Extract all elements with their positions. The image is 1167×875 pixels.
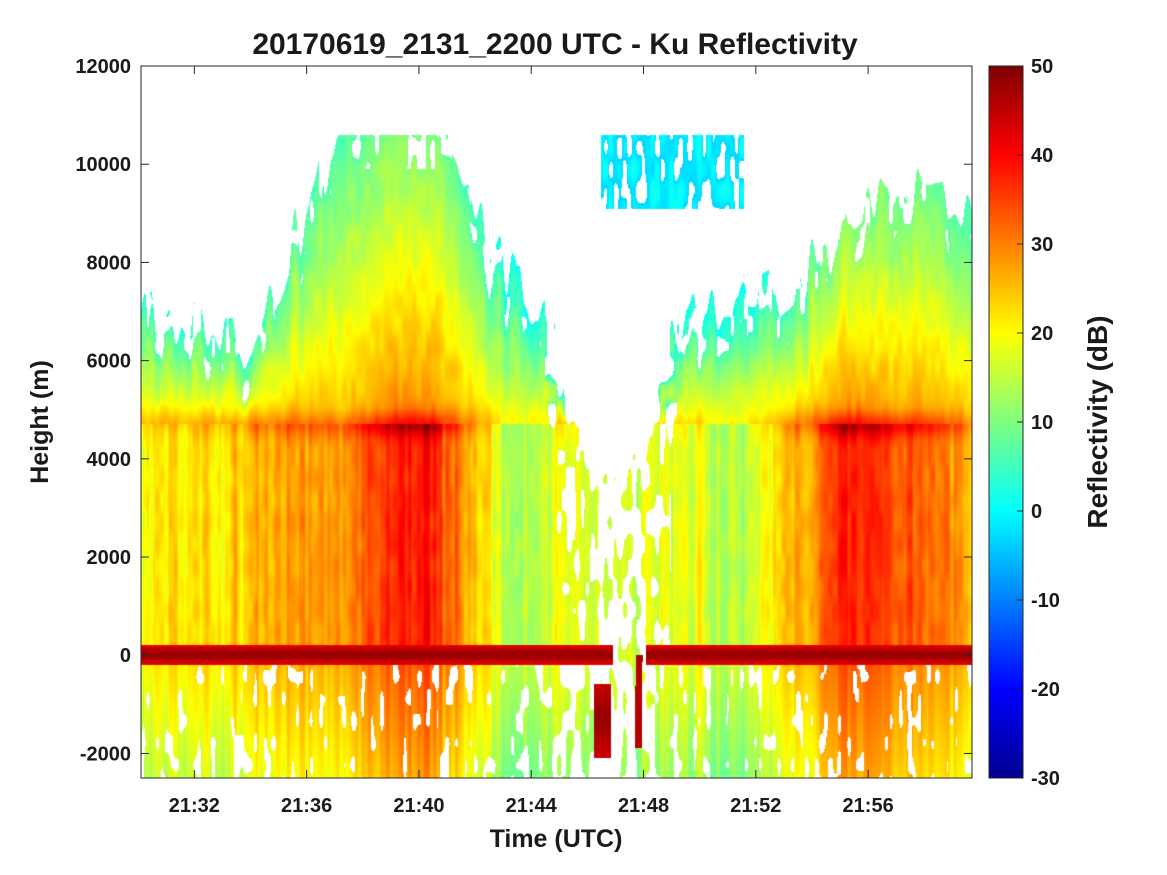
- x-tick-label: 21:36: [281, 795, 332, 817]
- y-tick-label: 8000: [87, 252, 132, 274]
- x-tick-label: 21:56: [843, 795, 894, 817]
- colorbar-tick-label: 40: [1031, 145, 1053, 167]
- colorbar-tick-label: 0: [1031, 501, 1042, 523]
- colorbar-tick-label: 50: [1031, 56, 1053, 78]
- y-axis: 12000 10000 8000 6000 4000 2000 0 -2000: [75, 56, 972, 765]
- y-tick-label: 12000: [75, 56, 131, 78]
- y-tick-label: 4000: [87, 449, 132, 471]
- y-tick-label: -2000: [80, 743, 131, 765]
- x-axis-label: Time (UTC): [490, 825, 623, 853]
- plot-area: [141, 66, 972, 778]
- colorbar-tick-label: 30: [1031, 234, 1053, 256]
- colorbar-axis: 50 40 30 20 10 0 -10 -20 -30: [1017, 56, 1060, 790]
- y-tick-label: 6000: [87, 351, 132, 373]
- y-tick-label: 2000: [87, 547, 132, 569]
- x-tick-label: 21:44: [506, 795, 558, 817]
- y-tick-label: 0: [120, 645, 131, 667]
- chart-title: 20170619_2131_2200 UTC - Ku Reflectivity: [252, 28, 858, 61]
- colorbar-label: Reflectivity (dB): [1082, 315, 1113, 528]
- colorbar-tick-label: -20: [1031, 679, 1060, 701]
- x-tick-label: 21:48: [618, 795, 669, 817]
- plot-frame: [140, 65, 973, 779]
- x-axis: 21:32 21:36 21:40 21:44 21:48 21:52 21:56: [169, 66, 894, 817]
- y-axis-label: Height (m): [26, 360, 54, 484]
- colorbar-tick-label: -10: [1031, 590, 1060, 612]
- x-tick-label: 21:32: [169, 795, 220, 817]
- x-tick-label: 21:52: [730, 795, 781, 817]
- y-tick-label: 10000: [75, 154, 131, 176]
- colorbar-tick-label: 20: [1031, 323, 1053, 345]
- colorbar-tick-label: 10: [1031, 412, 1053, 434]
- reflectivity-heatmap: [141, 66, 972, 778]
- x-tick-label: 21:40: [393, 795, 444, 817]
- colorbar-tick-label: -30: [1031, 768, 1060, 790]
